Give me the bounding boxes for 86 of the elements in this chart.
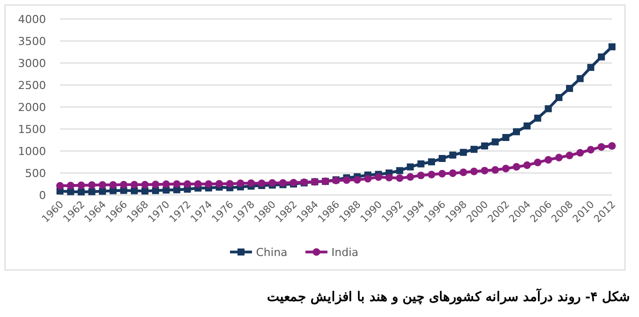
point	[598, 143, 606, 151]
point	[56, 182, 64, 190]
point	[534, 114, 542, 122]
point	[162, 180, 170, 188]
point	[470, 168, 478, 176]
point	[460, 168, 468, 176]
point	[98, 188, 106, 195]
point	[460, 148, 467, 156]
point	[258, 180, 266, 188]
point	[194, 180, 202, 188]
point	[491, 166, 500, 174]
point	[586, 146, 595, 154]
y-tick-label: 1000	[18, 145, 46, 158]
point	[173, 186, 180, 194]
point	[342, 176, 350, 184]
point	[417, 172, 425, 180]
point	[502, 164, 510, 172]
point	[77, 182, 86, 190]
point	[353, 176, 362, 184]
point	[438, 170, 446, 178]
point	[98, 181, 106, 189]
point	[492, 138, 499, 146]
point	[396, 174, 404, 182]
point	[236, 180, 244, 188]
point	[226, 180, 234, 188]
point	[268, 179, 276, 187]
point	[598, 53, 605, 60]
point	[587, 64, 594, 71]
point	[555, 154, 563, 162]
point	[566, 152, 574, 160]
point	[480, 166, 488, 174]
point	[374, 173, 382, 181]
point	[66, 182, 74, 190]
point	[566, 84, 574, 92]
point	[152, 180, 160, 188]
point	[608, 43, 616, 50]
point	[524, 122, 531, 130]
point	[215, 180, 224, 188]
point	[184, 180, 192, 188]
y-tick-label: 1500	[18, 123, 46, 136]
point	[438, 154, 446, 162]
point	[428, 170, 436, 178]
y-tick-label: 500	[25, 167, 46, 180]
point	[544, 156, 552, 164]
point	[417, 160, 424, 168]
y-tick-label: 3000	[18, 57, 46, 70]
point	[576, 148, 584, 157]
y-tick-label: 2000	[18, 101, 46, 114]
point	[364, 174, 372, 183]
point	[576, 75, 584, 82]
point	[512, 128, 520, 136]
point	[406, 163, 414, 170]
point	[481, 142, 488, 150]
point	[172, 180, 181, 188]
point	[608, 142, 616, 150]
point	[555, 94, 562, 102]
point	[247, 179, 255, 187]
legend-label: India	[331, 246, 358, 259]
point	[396, 167, 404, 174]
point	[406, 173, 414, 181]
point	[88, 181, 96, 189]
point	[448, 169, 457, 178]
point	[130, 180, 138, 188]
point	[141, 180, 149, 188]
point	[109, 181, 117, 189]
point	[78, 188, 85, 196]
y-tick-label: 3500	[18, 35, 46, 48]
point	[512, 163, 520, 171]
point	[428, 158, 436, 166]
point	[152, 187, 160, 194]
point	[88, 188, 96, 196]
y-tick-label: 4000	[18, 13, 46, 26]
point	[544, 105, 552, 112]
point	[534, 158, 542, 166]
y-tick-label: 0	[39, 189, 46, 202]
text: شکل ۴- روند درآمد سرانه کشورهای چین و هند با افزایش جمعیت	[266, 288, 630, 305]
point	[385, 174, 393, 182]
point	[141, 187, 148, 194]
point	[120, 180, 128, 188]
point	[523, 161, 531, 170]
point	[470, 146, 478, 153]
point	[204, 180, 212, 188]
y-tick-label: 2500	[18, 79, 46, 92]
legend-label: China	[256, 246, 288, 259]
point	[449, 152, 456, 159]
point	[502, 134, 510, 141]
